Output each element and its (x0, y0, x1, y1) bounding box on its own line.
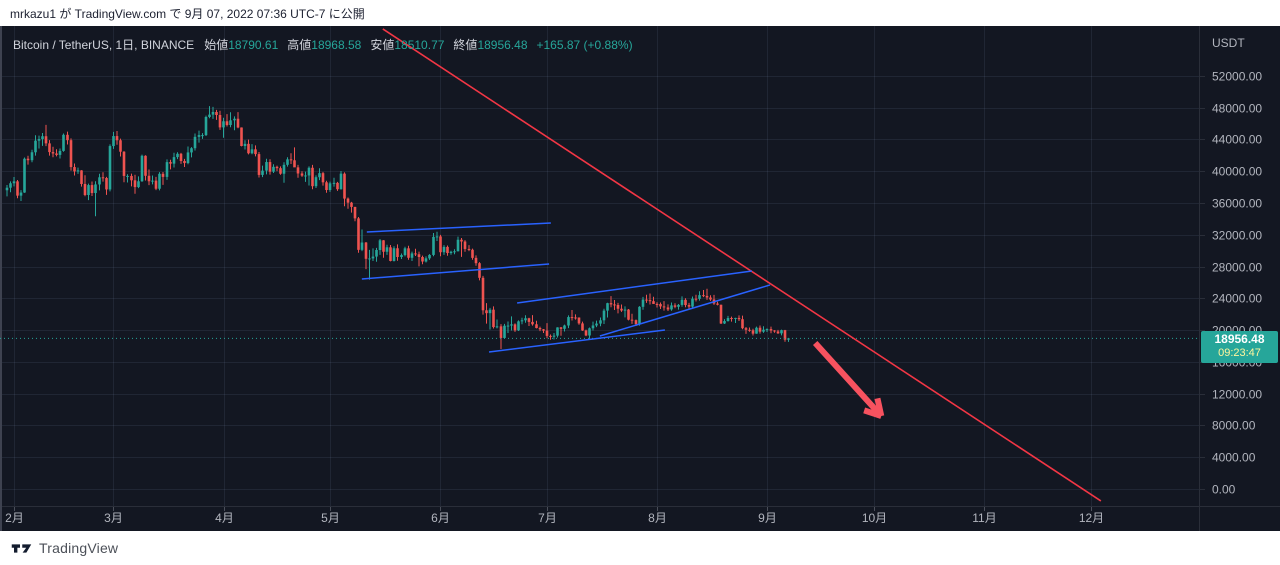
svg-text:28000.00: 28000.00 (1212, 261, 1262, 275)
svg-text:36000.00: 36000.00 (1212, 197, 1262, 211)
open-label: 始値 (204, 38, 229, 52)
svg-text:12月: 12月 (1079, 511, 1104, 525)
svg-text:52000.00: 52000.00 (1212, 70, 1262, 84)
change-value: +165.87 (+0.88%) (536, 37, 633, 52)
low-value: 18510.77 (394, 38, 445, 52)
svg-text:10月: 10月 (862, 511, 887, 525)
high-value: 18968.58 (311, 38, 362, 52)
footer-bar: TradingView (0, 531, 1280, 565)
chart-panel: 2月 3月 4月 5月 6月 7月 8月 9月 10月 11月 12月 52000.00 48000.0… (0, 26, 1280, 531)
svg-text:24000.00: 24000.00 (1212, 292, 1262, 306)
svg-text:8月: 8月 (648, 511, 667, 525)
svg-text:11月: 11月 (972, 511, 996, 525)
symbol-title: Bitcoin / TetherUS, 1日, BINANCE (13, 38, 195, 52)
close-label: 終値 (453, 38, 478, 52)
svg-text:8000.00: 8000.00 (1212, 419, 1256, 433)
svg-text:4月: 4月 (215, 511, 234, 525)
tradingview-logo-icon[interactable] (11, 540, 32, 557)
attribution-text: mrkazu1 が TradingView.com で 9月 07, 2022 … (10, 6, 365, 21)
bar-countdown: 09:23:47 (1218, 347, 1261, 359)
svg-text:7月: 7月 (538, 511, 557, 525)
svg-text:9月: 9月 (758, 511, 777, 525)
svg-text:6月: 6月 (431, 511, 450, 525)
tradingview-wordmark[interactable]: TradingView (39, 540, 119, 556)
price-chart-canvas[interactable]: 2月 3月 4月 5月 6月 7月 8月 9月 10月 11月 12月 52000.00 48000.0… (0, 26, 1280, 531)
svg-text:32000.00: 32000.00 (1212, 229, 1262, 243)
low-label: 安値 (370, 38, 395, 52)
attribution-bar: mrkazu1 が TradingView.com で 9月 07, 2022 … (0, 0, 1280, 26)
open-value: 18790.61 (228, 38, 279, 52)
close-value: 18956.48 (477, 38, 528, 52)
svg-text:4000.00: 4000.00 (1212, 451, 1256, 465)
svg-text:40000.00: 40000.00 (1212, 165, 1262, 179)
high-label: 高値 (287, 38, 312, 52)
price-axis[interactable] (1200, 26, 1280, 506)
time-axis[interactable] (0, 507, 1200, 531)
svg-text:USDT: USDT (1212, 36, 1245, 50)
last-price: 18956.48 (1214, 332, 1265, 346)
price-badge: 18956.48 09:23:47 (1201, 331, 1278, 363)
svg-text:12000.00: 12000.00 (1212, 388, 1262, 402)
svg-text:5月: 5月 (321, 511, 340, 525)
chart-legend: Bitcoin / TetherUS, 1日, BINANCE 始値18790.… (13, 36, 633, 53)
svg-text:48000.00: 48000.00 (1212, 102, 1262, 116)
svg-text:44000.00: 44000.00 (1212, 133, 1262, 147)
svg-text:2月: 2月 (5, 511, 24, 525)
svg-text:0.00: 0.00 (1212, 483, 1236, 497)
svg-text:3月: 3月 (104, 511, 123, 525)
